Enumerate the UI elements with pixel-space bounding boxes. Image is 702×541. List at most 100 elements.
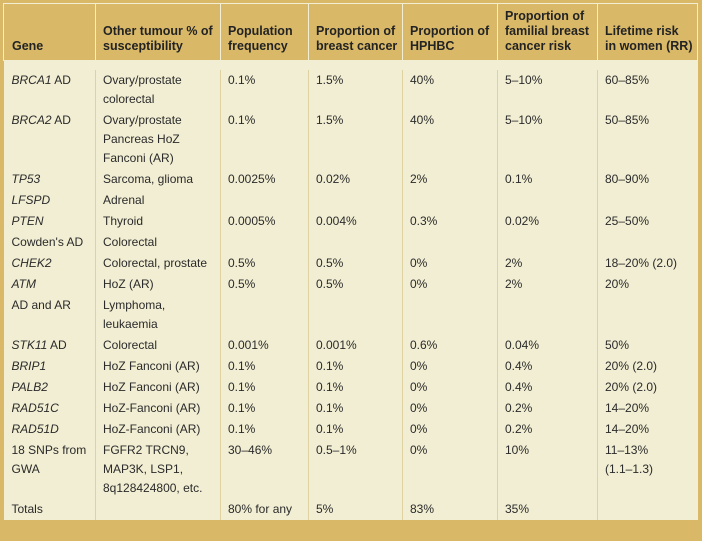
value-cell <box>597 232 698 253</box>
gene-cell: PALB2 <box>3 377 96 398</box>
gene-cell: 18 SNPs from GWA <box>3 440 96 499</box>
value-cell: 14–20% <box>597 419 698 440</box>
table-row: STK11 AD Colorectal 0.001% 0.001% 0.6% 0.04% 5… <box>3 335 698 356</box>
value-cell: FGFR2 TRCN9, MAP3K, LSP1, 8q128424800, e… <box>95 440 221 499</box>
column-header-lifetime-risk-in-women-rr: Lifetime risk in women (RR) <box>597 3 698 61</box>
value-cell <box>220 190 309 211</box>
value-cell: 0.1% <box>220 70 309 110</box>
gene-label: 18 SNPs from GWA <box>11 443 87 476</box>
gene-cell: AD and AR <box>3 295 96 335</box>
gene-label: AD <box>51 73 71 87</box>
value-cell: 0.001% <box>308 335 403 356</box>
value-cell: 0.1% <box>308 419 403 440</box>
column-header-gene: Gene <box>3 3 96 61</box>
gene-symbol: STK11 <box>11 338 48 352</box>
value-cell: 2% <box>497 253 598 274</box>
value-cell <box>308 295 403 335</box>
value-cell: 0% <box>402 419 498 440</box>
value-cell: 20% (2.0) <box>597 377 698 398</box>
value-cell <box>402 295 498 335</box>
value-cell: 2% <box>497 274 598 295</box>
value-cell: 1.5% <box>308 110 403 169</box>
gene-symbol: TP53 <box>11 172 41 186</box>
table-row: PTEN Thyroid 0.0005% 0.004% 0.3% 0.02% 25–50% <box>3 211 698 232</box>
value-cell: 1.5% <box>308 70 403 110</box>
table-row: RAD51C HoZ-Fanconi (AR) 0.1% 0.1% 0% 0.2% 14–2… <box>3 398 698 419</box>
spacer-cell <box>3 60 698 70</box>
value-cell: HoZ-Fanconi (AR) <box>95 419 221 440</box>
value-cell: 0% <box>402 356 498 377</box>
value-cell: 0.1% <box>220 419 309 440</box>
value-cell: 0% <box>402 398 498 419</box>
table-row: RAD51D HoZ-Fanconi (AR) 0.1% 0.1% 0% 0.2% 14–2… <box>3 419 698 440</box>
gene-cell: BRIP1 <box>3 356 96 377</box>
value-cell: HoZ (AR) <box>95 274 221 295</box>
value-cell <box>597 190 698 211</box>
value-cell: 0.1% <box>308 398 403 419</box>
value-cell: 0.2% <box>497 398 598 419</box>
value-cell: 0.3% <box>402 211 498 232</box>
value-cell: 0.4% <box>497 356 598 377</box>
gene-label: Totals <box>11 502 43 516</box>
value-cell: 5–10% <box>497 110 598 169</box>
column-header-proportion-of-familial-breast-cancer-risk: Proportion of familial breast cancer ris… <box>497 3 598 61</box>
gene-label: AD <box>51 113 71 127</box>
value-cell <box>497 232 598 253</box>
value-cell: 0.1% <box>308 377 403 398</box>
value-cell: Ovary/prostate Pancreas HoZ Fanconi (AR) <box>95 110 221 169</box>
gene-cell: RAD51D <box>3 419 96 440</box>
gene-cell: PTEN <box>3 211 96 232</box>
header-body-spacer <box>3 60 698 70</box>
gene-symbol: PTEN <box>11 214 44 228</box>
value-cell: 0.5% <box>220 274 309 295</box>
value-cell: 0% <box>402 377 498 398</box>
value-cell: Colorectal, prostate <box>95 253 221 274</box>
value-cell: 0% <box>402 253 498 274</box>
value-cell: 0.6% <box>402 335 498 356</box>
value-cell: 50–85% <box>597 110 698 169</box>
gene-cell: STK11 AD <box>3 335 96 356</box>
value-cell: 40% <box>402 110 498 169</box>
value-cell <box>402 190 498 211</box>
value-cell: 0.02% <box>308 169 403 190</box>
value-cell: HoZ Fanconi (AR) <box>95 377 221 398</box>
value-cell: 0.1% <box>220 356 309 377</box>
table-row: Cowden's AD Colorectal <box>3 232 698 253</box>
gene-cell: ATM <box>3 274 96 295</box>
gene-cell: BRCA2 AD <box>3 110 96 169</box>
value-cell: 25–50% <box>597 211 698 232</box>
value-cell: 0.5% <box>308 274 403 295</box>
gene-cell: Totals <box>3 499 96 520</box>
value-cell: 30–46% <box>220 440 309 499</box>
value-cell: 50% <box>597 335 698 356</box>
table-row: LFSPD Adrenal <box>3 190 698 211</box>
table-row: ATM HoZ (AR) 0.5% 0.5% 0% 2% 20% <box>3 274 698 295</box>
value-cell: Colorectal <box>95 232 221 253</box>
value-cell: 80% for any <box>220 499 309 520</box>
column-header-proportion-of-hphbc: Proportion of HPHBC <box>402 3 498 61</box>
value-cell: 0.5–1% <box>308 440 403 499</box>
value-cell: 5–10% <box>497 70 598 110</box>
value-cell: 0.0005% <box>220 211 309 232</box>
table-row: CHEK2 Colorectal, prostate 0.5% 0.5% 0% 2% 18–… <box>3 253 698 274</box>
value-cell: 0.5% <box>308 253 403 274</box>
value-cell: 35% <box>497 499 598 520</box>
value-cell: Lymphoma, leukaemia <box>95 295 221 335</box>
column-header-proportion-of-breast-cancer: Proportion of breast cancer <box>308 3 403 61</box>
value-cell: 2% <box>402 169 498 190</box>
value-cell <box>308 190 403 211</box>
value-cell: 0.1% <box>308 356 403 377</box>
value-cell: 83% <box>402 499 498 520</box>
value-cell <box>497 295 598 335</box>
value-cell: 18–20% (2.0) <box>597 253 698 274</box>
gene-symbol: RAD51D <box>11 422 59 436</box>
value-cell: 0.04% <box>497 335 598 356</box>
value-cell <box>220 295 309 335</box>
value-cell: HoZ-Fanconi (AR) <box>95 398 221 419</box>
value-cell: 0.1% <box>220 377 309 398</box>
value-cell: Thyroid <box>95 211 221 232</box>
value-cell <box>597 295 698 335</box>
gene-cell: LFSPD <box>3 190 96 211</box>
gene-label: AD <box>47 338 67 352</box>
